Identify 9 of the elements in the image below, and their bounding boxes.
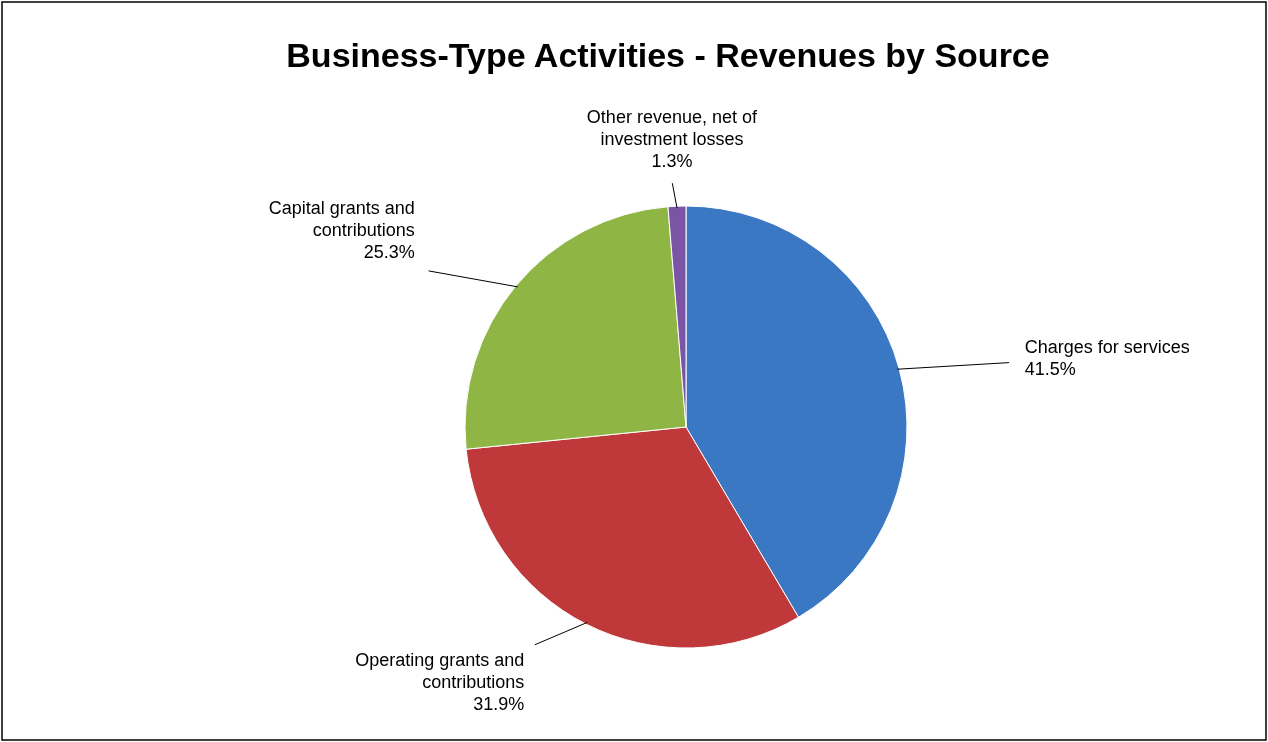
data-label: 31.9% [473, 693, 525, 714]
chart-title: Business-Type Activities - Revenues by Source [286, 36, 1050, 74]
slice-label: Other revenue, net of investment losses [586, 107, 758, 150]
slice-label: Capital grants and contributions [268, 197, 415, 240]
data-label: 25.3% [363, 241, 415, 262]
slice-label: Operating grants and contributions [355, 649, 525, 692]
data-label: 41.5% [1024, 358, 1076, 379]
slice-label: Charges for services [1024, 336, 1190, 357]
data-label: 1.3% [651, 151, 693, 172]
